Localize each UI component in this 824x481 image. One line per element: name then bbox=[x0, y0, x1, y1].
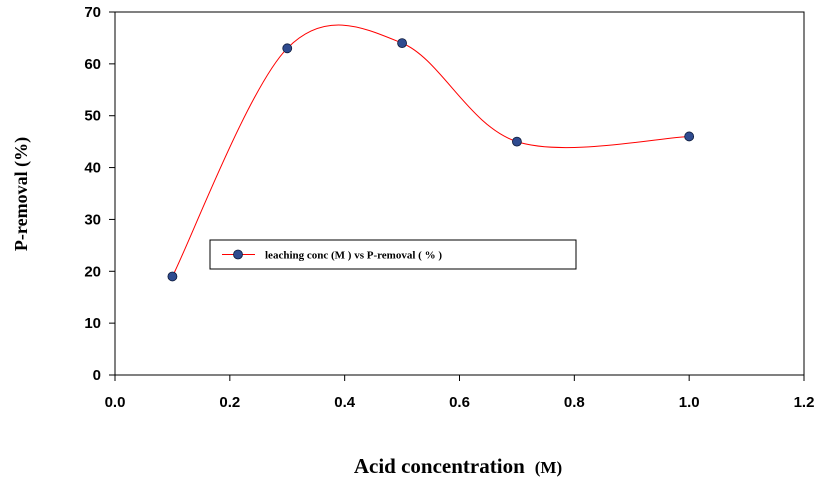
y-tick-label: 70 bbox=[84, 4, 101, 21]
legend-marker-swatch bbox=[233, 249, 243, 260]
x-axis-title-unit: (M) bbox=[535, 458, 562, 477]
series-points bbox=[167, 38, 695, 282]
x-tick-label: 0.2 bbox=[219, 394, 240, 411]
data-point bbox=[512, 136, 522, 147]
plot-frame bbox=[114, 11, 805, 376]
x-axis-ticks: 0.0 0.2 0.4 0.6 0.8 1.0 1.2 bbox=[105, 375, 815, 411]
y-tick-label: 30 bbox=[84, 211, 101, 228]
y-tick-label: 0 bbox=[93, 367, 101, 384]
y-tick-label: 60 bbox=[84, 56, 101, 73]
data-point bbox=[282, 43, 293, 54]
x-tick-label: 0.4 bbox=[334, 394, 356, 411]
y-tick-label: 50 bbox=[84, 108, 101, 125]
y-tick-label: 10 bbox=[84, 315, 101, 332]
y-axis-ticks: 0 10 20 30 40 50 60 70 bbox=[84, 4, 115, 384]
x-tick-label: 1.0 bbox=[679, 394, 700, 411]
legend-label: leaching conc (M ) vs P-removal ( % ) bbox=[265, 250, 442, 262]
x-tick-label: 0.8 bbox=[564, 394, 585, 411]
y-axis-title: P-removal (%) bbox=[11, 137, 32, 251]
x-tick-label: 1.2 bbox=[794, 394, 815, 411]
legend-box bbox=[209, 239, 577, 270]
x-tick-label: 0.6 bbox=[449, 394, 470, 411]
data-point bbox=[684, 131, 695, 142]
y-tick-label: 20 bbox=[84, 263, 101, 280]
x-tick-label: 0.0 bbox=[105, 394, 126, 411]
x-axis-title: Acid concentration (M) bbox=[354, 454, 562, 478]
legend: leaching conc (M ) vs P-removal ( % ) bbox=[209, 239, 577, 270]
series-curve bbox=[171, 24, 690, 277]
data-point bbox=[397, 38, 407, 49]
data-point bbox=[167, 271, 178, 282]
y-tick-label: 40 bbox=[84, 160, 101, 177]
x-axis-title-main: Acid concentration bbox=[354, 454, 525, 478]
